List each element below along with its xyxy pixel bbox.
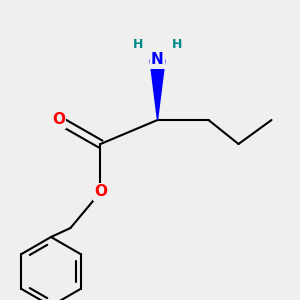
Text: H: H	[172, 38, 182, 52]
Text: H: H	[133, 38, 143, 52]
Polygon shape	[150, 60, 165, 120]
Text: N: N	[151, 52, 164, 68]
Text: O: O	[52, 112, 65, 128]
Text: O: O	[94, 184, 107, 200]
